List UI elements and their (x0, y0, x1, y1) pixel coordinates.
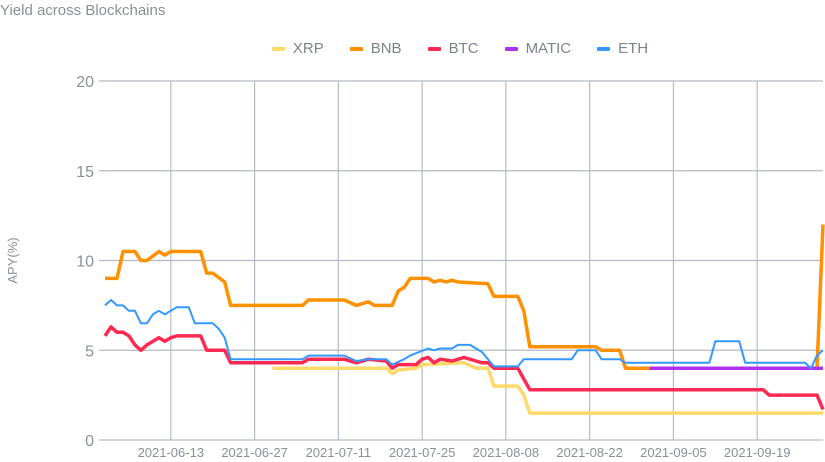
x-tick-label: 2021-08-08 (473, 445, 540, 460)
x-tick-label: 2021-09-19 (724, 445, 791, 460)
legend-label: XRP (292, 40, 324, 57)
x-tick-label: 2021-07-25 (389, 445, 456, 460)
legend-swatch (427, 46, 441, 51)
legend-item-eth[interactable]: ETH (597, 40, 648, 57)
y-tick-label: 20 (76, 74, 94, 91)
y-tick-label: 10 (76, 254, 94, 271)
y-tick-label: 5 (85, 343, 94, 360)
series-line-xrp (272, 361, 823, 415)
series-line-eth (104, 299, 824, 370)
legend-swatch (271, 46, 285, 51)
y-tick-label: 0 (85, 433, 94, 450)
x-tick-label: 2021-06-13 (138, 445, 205, 460)
legend-item-xrp[interactable]: XRP (271, 40, 324, 57)
x-tick-label: 2021-08-22 (556, 445, 623, 460)
y-tick-label: 15 (76, 164, 94, 181)
legend-item-matic[interactable]: MATIC (504, 40, 572, 57)
legend-label: ETH (618, 40, 649, 57)
legend-label: BTC (448, 40, 479, 57)
chart-title: Yield across Blockchains (0, 2, 166, 19)
y-axis-label: APY(%) (5, 237, 20, 283)
legend-item-bnb[interactable]: BNB (349, 40, 402, 57)
x-tick-label: 2021-07-11 (306, 445, 372, 460)
legend-label: BNB (370, 40, 402, 57)
x-tick-label: 2021-09-05 (640, 445, 707, 460)
legend-label: MATIC (525, 40, 572, 57)
legend-item-btc[interactable]: BTC (427, 40, 479, 57)
legend-swatch (349, 46, 363, 51)
x-tick-label: 2021-06-27 (221, 445, 288, 460)
legend-swatch (504, 46, 518, 51)
legend: XRP BNB BTC MATIC ETH (0, 40, 825, 57)
series-line-bnb (105, 224, 825, 370)
legend-swatch (597, 46, 611, 51)
